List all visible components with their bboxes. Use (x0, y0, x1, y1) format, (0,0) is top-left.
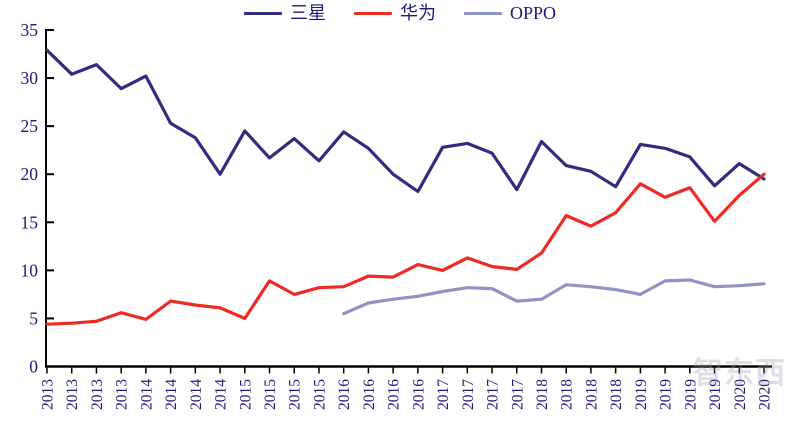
x-tick-label: 2017 (509, 379, 526, 410)
x-tick-label: 2015 (237, 379, 254, 410)
samsung-line-swatch (243, 11, 282, 15)
legend-item-samsung: 三星 (243, 3, 326, 23)
x-tick-label: 2018 (534, 379, 551, 410)
x-tick-label: 2019 (633, 379, 650, 410)
x-tick-label: 2019 (658, 379, 675, 410)
legend-label-samsung: 三星 (289, 3, 326, 23)
legend-item-oppo: OPPO (463, 3, 557, 23)
x-tick-label: 2016 (336, 379, 353, 410)
x-tick-label: 2014 (138, 379, 155, 410)
x-tick-label: 2014 (213, 379, 230, 410)
legend-item-huawei: 华为 (353, 3, 436, 23)
huawei-line-swatch (353, 11, 392, 15)
x-tick-label: 2018 (583, 379, 600, 410)
x-tick-label: 2019 (682, 379, 699, 410)
huawei-line (45, 172, 766, 326)
oppo-line-swatch (463, 11, 502, 15)
x-tick-label: 2017 (460, 379, 477, 410)
x-tick-label: 2016 (410, 379, 427, 410)
x-tick-label: 2013 (64, 379, 81, 410)
oppo-line (342, 278, 766, 316)
legend-label-huawei: 华为 (399, 3, 436, 23)
legend: 三星 华为 OPPO (0, 2, 800, 24)
x-tick-label: 2018 (608, 379, 625, 410)
y-tick-label: 35 (21, 20, 39, 40)
y-tick-label: 10 (21, 260, 39, 280)
y-tick-label: 5 (29, 308, 38, 328)
y-tick-label: 0 (29, 357, 38, 377)
y-tick-label: 25 (21, 116, 39, 136)
x-tick-label: 2015 (311, 379, 328, 410)
x-tick-label: 2014 (163, 379, 180, 410)
y-tick-label: 30 (21, 68, 39, 88)
x-tick-label: 2017 (485, 379, 502, 410)
x-tick-label: 2013 (89, 379, 106, 410)
x-tick-label: 2015 (287, 379, 304, 410)
x-tick-label: 2020 (732, 379, 749, 410)
x-tick-label: 2013 (114, 379, 131, 410)
x-tick-label: 2016 (386, 379, 403, 410)
x-tick-label: 2016 (361, 379, 378, 410)
x-tick-label: 2017 (435, 379, 452, 410)
y-tick-label: 20 (21, 164, 39, 184)
x-tick-label: 2013 (40, 379, 57, 410)
samsung-line (45, 48, 766, 194)
legend-label-oppo: OPPO (509, 3, 557, 23)
x-tick-label: 2018 (559, 379, 576, 410)
x-tick-label: 2015 (262, 379, 279, 410)
x-tick-label: 2014 (188, 379, 205, 410)
x-tick-label: 2019 (707, 379, 724, 410)
x-tick-label: 2020 (757, 379, 774, 410)
y-tick-label: 15 (21, 212, 39, 232)
